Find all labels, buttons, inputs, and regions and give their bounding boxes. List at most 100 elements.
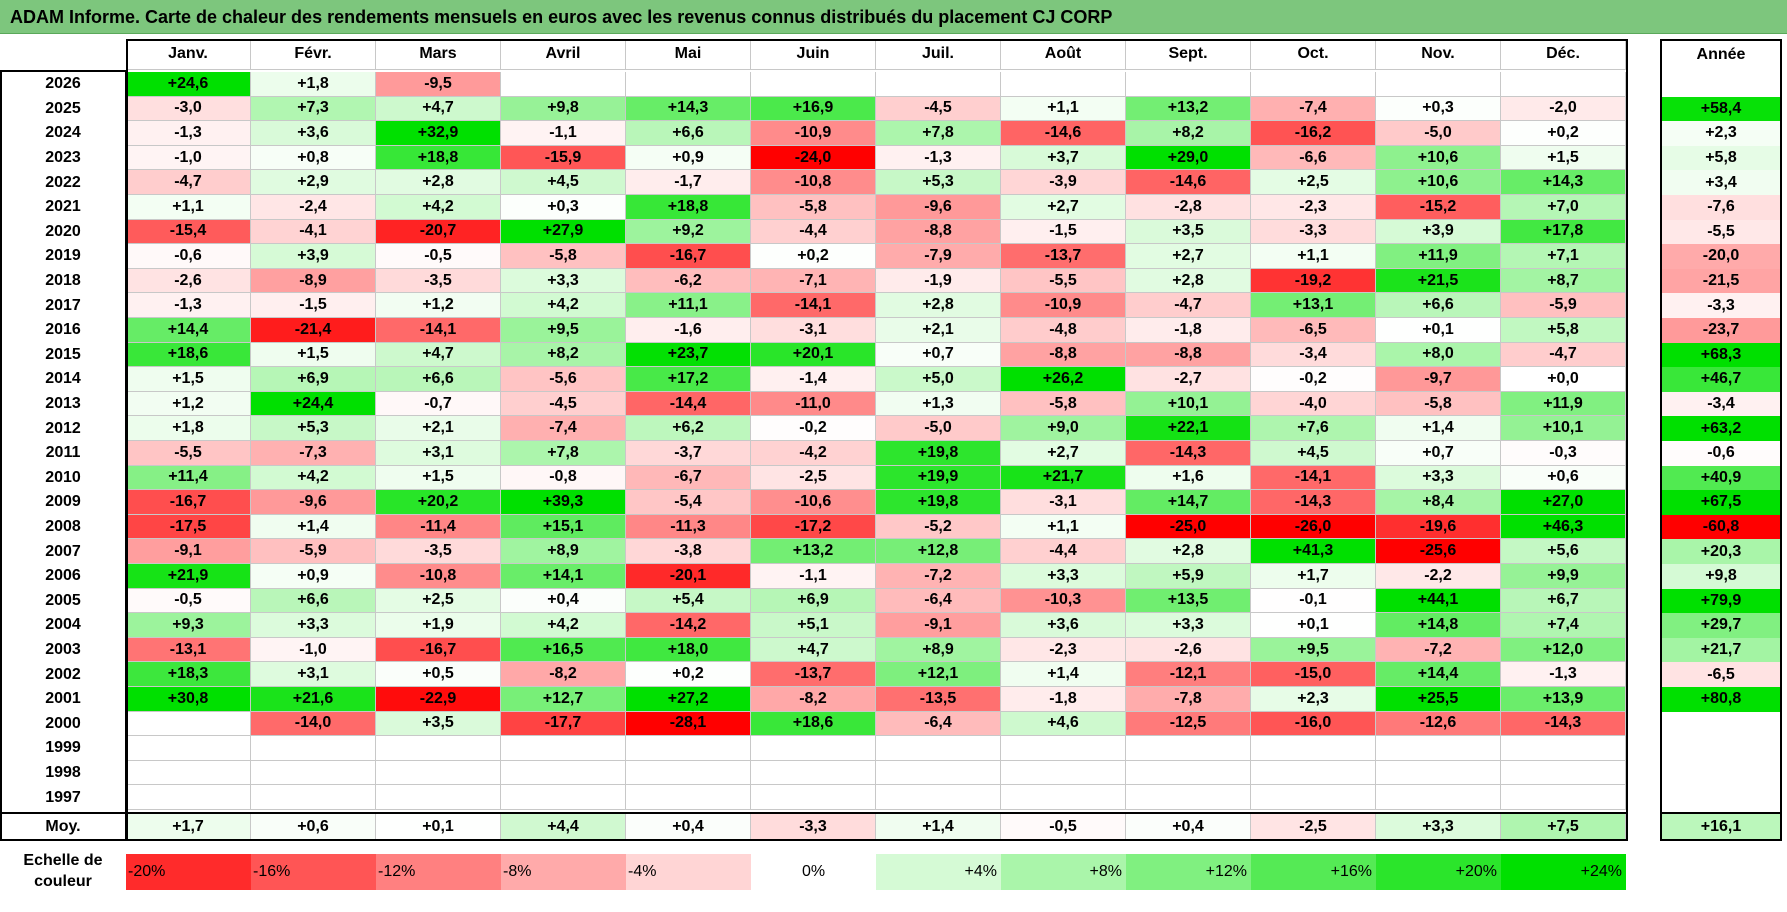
month-header: Avril (501, 39, 626, 70)
heatmap-cell: -2,3 (1001, 637, 1126, 663)
heatmap-cell: +1,1 (1001, 514, 1126, 540)
heatmap-cell (876, 72, 1001, 97)
heatmap-cell: +0,3 (1376, 96, 1501, 122)
heatmap-cell: +10,1 (1126, 391, 1251, 417)
heatmap-cell: -12,6 (1376, 711, 1501, 737)
heatmap-cell (1376, 785, 1501, 810)
year-label: 2009 (45, 493, 81, 511)
annual-cell: -3,3 (1660, 293, 1782, 318)
annual-cell: -0,6 (1660, 441, 1782, 466)
heatmap-cell: -0,1 (1251, 588, 1376, 614)
annual-cell: +58,4 (1660, 96, 1782, 122)
heatmap-cell: +9,0 (1001, 416, 1126, 441)
heatmap-cell: -5,9 (1501, 293, 1626, 318)
heatmap-cell: +3,1 (376, 441, 501, 466)
heatmap-cell: -0,3 (1501, 441, 1626, 466)
heatmap-cell: +3,6 (1001, 613, 1126, 638)
average-cell: +3,3 (1376, 814, 1501, 840)
heatmap-cell: -6,6 (1251, 145, 1376, 171)
heatmap-cell: -14,2 (626, 613, 751, 638)
heatmap-cell: -4,7 (1126, 293, 1251, 318)
heatmap-cell: -25,0 (1126, 514, 1251, 540)
heatmap-cell: -6,4 (876, 588, 1001, 614)
year-label: 2000 (45, 714, 81, 732)
heatmap-cell: +1,2 (376, 293, 501, 318)
color-scale-swatch: +4% (876, 854, 1001, 890)
heatmap-cell: -12,1 (1126, 662, 1251, 687)
color-scale-swatch: +24% (1501, 854, 1626, 890)
heatmap-cell: -10,9 (751, 121, 876, 146)
heatmap-cell: +14,8 (1376, 613, 1501, 638)
heatmap-cell: +3,5 (376, 711, 501, 737)
heatmap-cell: -16,7 (626, 244, 751, 269)
heatmap-cell: -15,0 (1251, 662, 1376, 687)
annual-cell: +46,7 (1660, 367, 1782, 392)
heatmap-cell (501, 72, 626, 97)
heatmap-cell: +0,7 (876, 342, 1001, 368)
heatmap-cell (126, 785, 251, 810)
heatmap-cell: +13,2 (1126, 96, 1251, 122)
heatmap-cell: +46,3 (1501, 514, 1626, 540)
heatmap-cell: -20,7 (376, 219, 501, 245)
heatmap-cell: -1,3 (126, 121, 251, 146)
heatmap-cell: -10,9 (1001, 293, 1126, 318)
heatmap-cell: +5,3 (251, 416, 376, 441)
heatmap-cell (751, 785, 876, 810)
heatmap-cell: +0,2 (751, 244, 876, 269)
heatmap-cell: -22,9 (376, 687, 501, 712)
heatmap-cell: -5,4 (626, 490, 751, 515)
annual-cell: -3,4 (1660, 391, 1782, 417)
year-label: 2002 (45, 665, 81, 683)
heatmap-cell: +15,1 (501, 514, 626, 540)
average-label: Moy. (45, 818, 81, 835)
heatmap-cell: -3,3 (1251, 219, 1376, 245)
color-scale-swatch: -4% (626, 854, 751, 890)
heatmap-cell: +26,2 (1001, 367, 1126, 392)
month-header: Janv. (126, 39, 251, 70)
heatmap-cell: +1,1 (126, 195, 251, 220)
heatmap-cell: +2,7 (1126, 244, 1251, 269)
annual-cell: +67,5 (1660, 490, 1782, 515)
heatmap-cell: -4,5 (876, 96, 1001, 122)
heatmap-cell: +1,2 (126, 391, 251, 417)
month-header: Sept. (1126, 39, 1251, 70)
heatmap-cell: +4,6 (1001, 711, 1126, 737)
heatmap-cell: +8,9 (876, 637, 1001, 663)
heatmap-cell (126, 760, 251, 786)
month-header: Nov. (1376, 39, 1501, 70)
year-label: 2020 (45, 222, 81, 240)
color-scale-swatch: +12% (1126, 854, 1251, 890)
month-header: Mars (376, 39, 501, 70)
annual-cell: +5,8 (1660, 145, 1782, 171)
heatmap-cell: -1,3 (126, 293, 251, 318)
heatmap-cell: -0,2 (751, 416, 876, 441)
heatmap-cell: +13,2 (751, 539, 876, 564)
heatmap-cell (376, 785, 501, 810)
heatmap-cell: -28,1 (626, 711, 751, 737)
heatmap-cell: +4,5 (501, 170, 626, 195)
heatmap-cell (876, 736, 1001, 761)
heatmap-cell: -1,7 (626, 170, 751, 195)
heatmap-cell: -5,6 (501, 367, 626, 392)
annual-header: Année (1696, 45, 1746, 63)
month-header: Févr. (251, 39, 376, 70)
heatmap-cell (1376, 736, 1501, 761)
heatmap-cell: +9,2 (626, 219, 751, 245)
heatmap-cell: -2,0 (1501, 96, 1626, 122)
heatmap-cell: -10,8 (376, 564, 501, 589)
heatmap-cell: -4,2 (751, 441, 876, 466)
heatmap-cell: +8,0 (1376, 342, 1501, 368)
heatmap-cell (751, 72, 876, 97)
heatmap-cell (751, 736, 876, 761)
heatmap-cell: -16,7 (376, 637, 501, 663)
heatmap-cell: -1,8 (1001, 687, 1126, 712)
month-header: Oct. (1251, 39, 1376, 70)
heatmap-cell: +5,4 (626, 588, 751, 614)
heatmap-cell: -2,7 (1126, 367, 1251, 392)
heatmap-cell: +3,3 (251, 613, 376, 638)
heatmap-cell: +39,3 (501, 490, 626, 515)
heatmap-cell: -1,3 (1501, 662, 1626, 687)
annual-cell: -6,5 (1660, 662, 1782, 687)
heatmap-cell: +1,9 (376, 613, 501, 638)
heatmap-cell (1501, 785, 1626, 810)
